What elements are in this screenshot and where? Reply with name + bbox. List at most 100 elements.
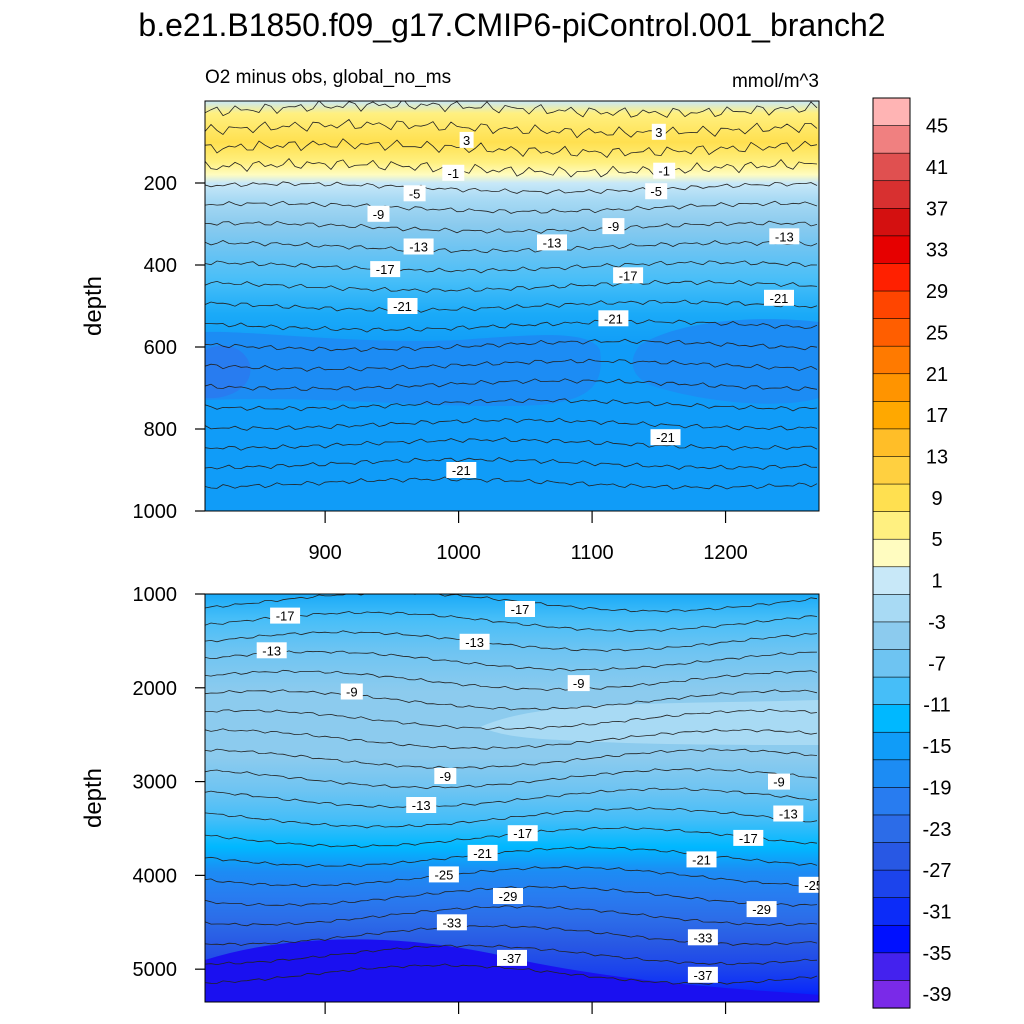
figure-title: b.e21.B1850.f09_g17.CMIP6-piControl.001_… bbox=[138, 7, 885, 43]
contour-line bbox=[205, 905, 818, 927]
colorbar-label: 5 bbox=[931, 529, 942, 551]
colorbar-swatch bbox=[872, 759, 911, 789]
contour-label-box bbox=[497, 949, 527, 966]
lower-x-ticks bbox=[324, 1002, 727, 1014]
colorbar-label: 9 bbox=[931, 488, 942, 510]
colorbar-swatch bbox=[872, 594, 911, 623]
contour-label-text: -5 bbox=[409, 186, 421, 201]
contour-line bbox=[205, 457, 818, 470]
colorbar-swatch bbox=[872, 263, 911, 292]
contour-label-text: -37 bbox=[694, 968, 713, 983]
colorbar-swatch bbox=[872, 290, 911, 320]
contour-label: 3 bbox=[459, 131, 474, 148]
contour-label: -21 bbox=[387, 298, 418, 314]
colorbar-swatch bbox=[872, 428, 911, 458]
contour-label-text: -17 bbox=[276, 609, 295, 624]
contour-label-text: -17 bbox=[739, 831, 758, 846]
contour-label-box bbox=[687, 929, 718, 946]
upper-left-label: O2 minus obs, global_no_ms bbox=[205, 67, 451, 88]
contour-label-text: -17 bbox=[513, 826, 532, 841]
colorbar-label: 21 bbox=[926, 364, 948, 386]
colorbar-swatch bbox=[872, 538, 911, 568]
contour-line bbox=[205, 650, 818, 672]
colorbar-swatch bbox=[872, 731, 911, 761]
contour-label: -9 bbox=[434, 768, 457, 784]
contour-label-box bbox=[436, 914, 467, 931]
contour-label: -1 bbox=[442, 164, 465, 181]
colorbar-swatch bbox=[872, 869, 911, 899]
x-tick-label: 900 bbox=[308, 542, 341, 564]
contour-line bbox=[205, 319, 818, 333]
contour-label: -13 bbox=[769, 228, 800, 245]
y-tick-label: 1000 bbox=[133, 584, 178, 606]
contour-line bbox=[205, 240, 818, 254]
contour-label-text: -13 bbox=[409, 240, 428, 255]
contour-line bbox=[205, 378, 818, 391]
upper-contour-lines bbox=[205, 101, 818, 490]
contour-label-text: -5 bbox=[650, 184, 662, 199]
contour-label-box bbox=[598, 310, 629, 327]
upper-panel: O2 minus obs, global_no_ms mmol/m^3 3 3 -1… bbox=[80, 67, 820, 564]
colorbar-label: -27 bbox=[923, 860, 952, 882]
lower-y-ticks: 1000 2000 3000 4000 5000 bbox=[133, 584, 205, 981]
contour-label-text: -25 bbox=[435, 867, 454, 882]
colorbar-label: 41 bbox=[926, 157, 948, 179]
contour-label-box bbox=[370, 261, 401, 278]
contour-line bbox=[205, 200, 818, 214]
contour-label-text: -13 bbox=[465, 635, 484, 650]
contour-line bbox=[205, 630, 818, 652]
contour-line bbox=[205, 689, 818, 711]
contour-label: -37 bbox=[497, 949, 527, 966]
contour-label: -13 bbox=[406, 797, 437, 813]
y-tick-label: 4000 bbox=[133, 865, 178, 887]
contour-label-box bbox=[567, 675, 590, 692]
contour-line bbox=[205, 865, 818, 887]
contour-label-text: -37 bbox=[503, 951, 522, 966]
contour-line bbox=[205, 669, 818, 692]
contour-label-text: 3 bbox=[655, 125, 662, 140]
colorbar-swatch bbox=[872, 924, 911, 954]
contour-label-box bbox=[442, 164, 465, 181]
colorbar-swatch bbox=[872, 621, 911, 651]
colorbar-swatch bbox=[872, 235, 911, 265]
colorbar-swatch bbox=[872, 842, 911, 871]
contour-line bbox=[205, 260, 818, 274]
colorbar-label: -35 bbox=[923, 943, 952, 965]
contour-label: -25 bbox=[428, 866, 459, 883]
colorbar-swatch bbox=[872, 676, 911, 706]
colorbar-label: -11 bbox=[923, 695, 950, 717]
colorbar-swatch bbox=[872, 345, 911, 375]
colorbar-swatch bbox=[872, 787, 911, 816]
contour-label: -25 bbox=[798, 876, 819, 893]
contour-line bbox=[205, 787, 818, 809]
contour-label: -29 bbox=[746, 901, 777, 918]
contour-label: -13 bbox=[459, 633, 490, 650]
contour-label: -17 bbox=[370, 261, 401, 278]
contour-line bbox=[205, 611, 818, 633]
contour-label-box bbox=[434, 768, 457, 784]
x-tick-label: 1200 bbox=[703, 542, 748, 564]
contour-label-text: -1 bbox=[658, 164, 670, 179]
contour-label: -9 bbox=[768, 773, 790, 790]
contour-label-text: -13 bbox=[543, 235, 562, 250]
contour-line bbox=[205, 299, 818, 313]
contour-line bbox=[205, 398, 818, 412]
contour-label-box bbox=[798, 876, 819, 893]
colorbar-swatch bbox=[872, 511, 911, 540]
contour-label-text: -33 bbox=[443, 915, 462, 930]
colorbar-swatch bbox=[872, 566, 911, 595]
contour-label-box bbox=[653, 162, 676, 179]
contour-label: -33 bbox=[436, 914, 467, 931]
contour-label-box bbox=[367, 205, 390, 222]
contour-label-box bbox=[446, 462, 477, 478]
contour-label-text: -21 bbox=[604, 311, 623, 326]
upper-y-ticks: 200 400 600 800 1000 bbox=[133, 173, 205, 523]
contour-line bbox=[205, 118, 818, 139]
contour-label-box bbox=[428, 866, 459, 883]
contour-label: -21 bbox=[650, 429, 681, 446]
colorbar-swatch bbox=[872, 125, 911, 154]
contour-label-box bbox=[613, 267, 644, 284]
contour-line bbox=[205, 708, 818, 731]
contour-label-text: -9 bbox=[573, 676, 585, 691]
contour-label-text: -9 bbox=[773, 775, 785, 790]
